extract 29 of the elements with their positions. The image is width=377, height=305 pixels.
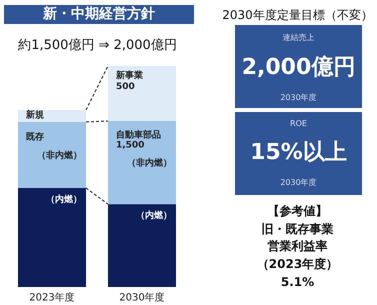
- series-label: （非内燃）: [37, 150, 82, 161]
- text: 【参考値】: [266, 203, 328, 220]
- text: 2,000億円: [240, 54, 356, 82]
- annotation: 新事業: [114, 70, 143, 81]
- text: ROE: [289, 119, 308, 128]
- text: 2030年度: [279, 92, 318, 103]
- text: 営業利益率: [266, 238, 328, 256]
- text: 旧・既存事業: [260, 220, 334, 238]
- text: 2030年度定量目標（不変）: [221, 7, 374, 24]
- chart-title: 新・中期経営方針: [4, 5, 194, 24]
- chart-subtitle: 約1,500億円 ⇒ 2,000億円: [17, 37, 178, 54]
- annotation: 既存: [26, 132, 44, 143]
- text: 15%以上: [249, 139, 348, 167]
- annotation: 1,500: [116, 140, 144, 150]
- bar: [18, 188, 86, 287]
- series-label: （内燃）: [46, 194, 82, 206]
- annotation: 新規: [25, 110, 44, 121]
- bar: [18, 122, 86, 188]
- text: （内燃）: [136, 211, 172, 222]
- text: 連結売上: [282, 32, 316, 43]
- bar: [108, 66, 176, 122]
- text: 2030年度: [279, 177, 318, 188]
- text: 5.1%: [280, 274, 316, 291]
- x-tick-label: 2023年度: [29, 292, 75, 304]
- bar: [108, 204, 176, 287]
- annotation: 500: [116, 82, 135, 92]
- annotation: 自動車部品: [116, 130, 161, 141]
- text: （非内燃）: [127, 158, 172, 169]
- text: （2023年度）: [256, 256, 340, 274]
